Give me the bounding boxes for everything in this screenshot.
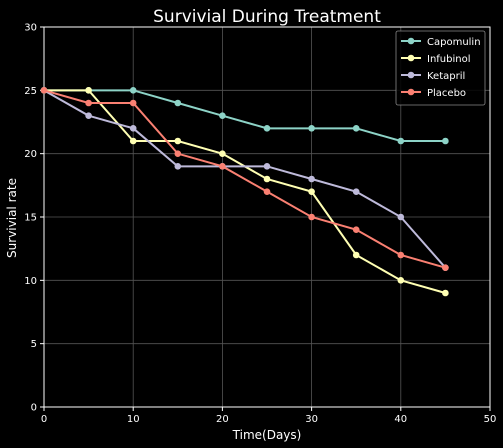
y-tick-label: 0 [31,403,37,414]
data-point-capomulin [352,125,360,132]
legend-label: Infubinol [427,54,471,65]
legend-item-ketapril: Ketapril [401,71,465,82]
x-tick-label: 50 [484,414,497,425]
data-point-infubinol [85,87,92,94]
x-tick-label: 0 [41,414,47,425]
legend-label: Ketapril [427,71,465,82]
data-point-capomulin [397,137,405,145]
data-point-capomulin [442,137,449,145]
grid-lines [43,26,491,408]
y-axis-label: Survivial rate [5,178,19,258]
data-point-ketapril [397,213,405,221]
x-tick-label: 20 [216,414,229,425]
legend-box [395,30,486,106]
x-tick-label: 40 [394,414,407,425]
data-point-infubinol [129,137,137,145]
data-point-placebo [129,99,137,107]
data-point-ketapril [308,175,315,183]
data-point-infubinol [397,277,405,284]
data-point-infubinol [442,289,449,297]
data-point-placebo [308,213,315,221]
series-line-placebo [43,89,446,269]
data-point-ketapril [85,112,92,119]
y-tick-label: 20 [24,149,37,160]
data-point-capomulin [219,112,226,119]
data-point-infubinol [174,137,182,145]
y-axis-ticks: 0 5 10 15 20 25 30 [24,23,44,414]
legend-swatch-marker [407,88,415,96]
x-tick-label: 10 [127,414,140,425]
y-tick-label: 30 [24,23,37,34]
data-point-placebo [442,264,449,271]
data-point-placebo [40,87,48,94]
y-tick-label: 15 [24,213,37,224]
data-point-infubinol [352,251,360,259]
y-tick-label: 5 [31,339,37,350]
data-point-infubinol [308,188,315,195]
x-axis-label: Time(Days) [232,428,302,442]
series-line-ketapril [43,89,447,269]
series-placebo [40,87,449,271]
data-point-placebo [263,188,271,195]
data-point-capomulin [263,125,271,132]
legend-item-capomulin: Capomulin [401,37,481,48]
data-point-placebo [85,99,92,107]
x-tick-label: 30 [305,414,318,425]
data-point-placebo [352,226,360,233]
data-point-ketapril [129,125,137,132]
legend-swatch-marker [407,37,415,45]
x-axis-ticks: 0 10 20 30 40 50 [41,407,497,425]
data-point-placebo [397,251,405,259]
legend-swatch-marker [407,54,415,62]
data-point-ketapril [352,188,360,195]
data-point-infubinol [219,150,226,157]
data-point-capomulin [308,125,315,132]
legend-swatch-marker [407,71,415,79]
data-point-capomulin [174,99,182,107]
y-tick-label: 10 [24,276,37,287]
data-point-ketapril [263,163,271,170]
legend-item-placebo: Placebo [401,88,466,99]
data-point-placebo [219,163,226,170]
legend-label: Capomulin [427,37,481,48]
series-line-capomulin [44,89,446,142]
y-tick-label: 25 [24,86,37,97]
chart-title: Survivial During Treatment [153,7,381,27]
legend: Capomulin Infubinol Ketapril Placebo [395,30,486,106]
data-point-placebo [174,150,182,157]
data-point-infubinol [263,175,271,183]
data-point-ketapril [174,163,182,170]
data-point-capomulin [129,87,137,94]
legend-item-infubinol: Infubinol [401,54,471,65]
series-lines [40,87,449,297]
legend-label: Placebo [427,88,466,99]
